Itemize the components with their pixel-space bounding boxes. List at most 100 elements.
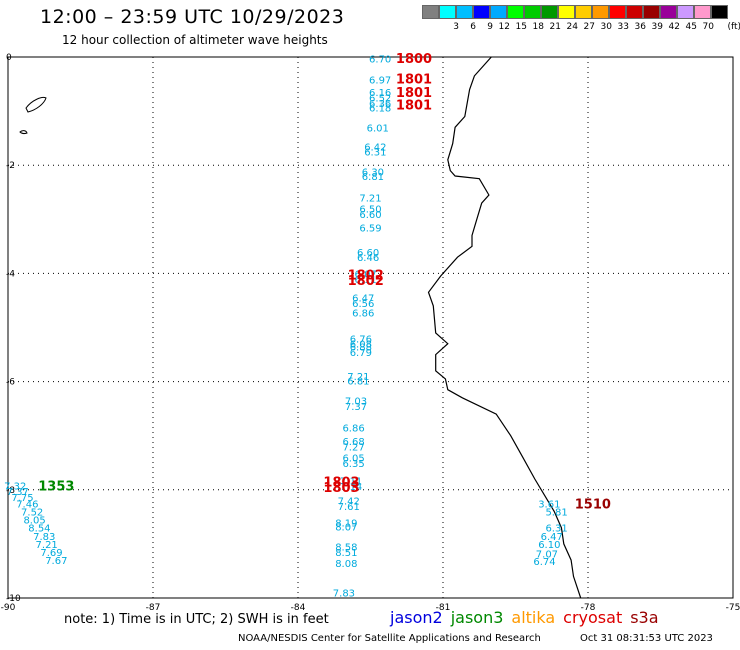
swh-value-label: 7.11 <box>340 477 362 488</box>
swh-value-label: 7.83 <box>333 589 355 600</box>
swh-value-label: 6.76 <box>350 334 372 345</box>
color-swatch: 30 <box>592 5 612 32</box>
swh-value-label: 6.46 <box>357 253 379 264</box>
color-swatch: 70 <box>694 5 714 32</box>
color-swatch: 15 <box>507 5 527 32</box>
swh-value-label: 5.81 <box>545 507 567 518</box>
pass-time-label: 1803 <box>323 481 359 496</box>
legend-jason2: jason2 <box>390 608 443 627</box>
swh-value-label: 8.08 <box>335 559 357 570</box>
color-scale-label: 42 <box>668 22 680 32</box>
swh-value-label: 6.52 <box>369 94 391 105</box>
color-scale-unit: (ft) <box>727 22 740 32</box>
swh-value-label: 7.52 <box>21 507 43 518</box>
swh-value-label: 7.69 <box>40 548 62 559</box>
color-swatch: 45 <box>677 5 697 32</box>
swh-value-label: 6.07 <box>355 269 377 280</box>
longitude-tick-label: -84 <box>291 603 306 613</box>
island-outline <box>25 97 47 113</box>
swh-value-label: 6.81 <box>347 377 369 388</box>
color-scale-label: 45 <box>685 22 697 32</box>
swh-value-label: 7.37 <box>345 402 367 413</box>
swh-value-label: 6.47 <box>352 294 374 305</box>
pass-time-label: 1801 <box>396 99 432 114</box>
color-scale-label: 12 <box>498 22 510 32</box>
swh-value-label: 7.21 <box>347 372 369 383</box>
satellite-legend: jason2 jason3 altika cryosat s3a <box>390 608 667 627</box>
longitude-tick-label: -81 <box>436 603 451 613</box>
color-swatch: 12 <box>490 5 510 32</box>
color-swatch: (ft) <box>711 5 740 32</box>
swh-value-label: 6.68 <box>342 437 364 448</box>
swh-value-label: 6.10 <box>538 540 560 551</box>
swh-value-label: 6.16 <box>369 88 391 99</box>
pass-time-label: 1801 <box>396 86 432 101</box>
swh-value-label: 6.56 <box>352 299 374 310</box>
swh-value-label: 6.47 <box>541 532 563 543</box>
latitude-tick-label: -10 <box>6 594 21 604</box>
swh-value-label: 7.21 <box>359 194 381 205</box>
color-scale-label: 27 <box>583 22 595 32</box>
color-swatch: 6 <box>456 5 476 32</box>
color-swatch: 21 <box>541 5 561 32</box>
swh-value-label: 6.86 <box>352 308 374 319</box>
color-scale-label: 21 <box>549 22 561 32</box>
swh-value-label: 6.97 <box>369 76 391 87</box>
map-title: 12:00 – 23:59 UTC 10/29/2023 <box>40 6 345 28</box>
color-scale-label: 24 <box>566 22 578 32</box>
color-swatch <box>422 5 439 19</box>
swh-value-label: 7.61 <box>338 502 360 513</box>
swh-value-label: 7.46 <box>16 499 38 510</box>
swh-value-label: 6.86 <box>342 424 364 435</box>
color-scale-label: 36 <box>634 22 646 32</box>
color-swatch: 27 <box>575 5 595 32</box>
pass-time-label: 1802 <box>348 274 384 289</box>
swh-value-label: 8.19 <box>335 518 357 529</box>
color-scale-label: 15 <box>515 22 527 32</box>
swh-value-label: 8.07 <box>335 523 357 534</box>
swh-value-label: 6.81 <box>362 172 384 183</box>
swh-value-label: 6.60 <box>359 210 381 221</box>
latitude-tick-label: 0 <box>6 53 12 63</box>
color-swatch: 36 <box>626 5 646 32</box>
swh-value-label: 7.67 <box>45 556 67 567</box>
legend-jason3: jason3 <box>450 608 504 627</box>
swh-value-label: 6.70 <box>369 55 391 66</box>
footnote: note: 1) Time is in UTC; 2) SWH is in fe… <box>64 612 329 627</box>
swh-value-label: 6.31 <box>364 148 386 159</box>
swh-value-label: 6.74 <box>533 557 555 568</box>
swh-value-label: 6.18 <box>369 103 391 114</box>
generation-timestamp: Oct 31 08:31:53 UTC 2023 <box>580 633 713 644</box>
legend-altika: altika <box>511 608 556 627</box>
swh-value-label: 7.07 <box>536 550 558 561</box>
swh-value-label: 7.32 <box>4 481 26 492</box>
swh-value-label: 6.11 <box>355 275 377 286</box>
color-scale: 3 6 9 12 15 18 21 24 27 30 33 36 39 42 45 70 (ft) <box>422 5 740 32</box>
color-swatch: 39 <box>643 5 663 32</box>
swh-value-label: 6.08 <box>350 340 372 351</box>
swh-value-label: 6.42 <box>364 142 386 153</box>
color-scale-label: 3 <box>453 22 459 32</box>
coastline <box>427 56 582 599</box>
legend-cryosat: cryosat <box>563 608 623 627</box>
swh-value-label: 7.14 <box>340 482 362 493</box>
legend-s3a: s3a <box>630 608 659 627</box>
pass-time-label: 1802 <box>348 268 384 283</box>
swh-value-label: 3.61 <box>538 499 560 510</box>
pass-time-label: 1803 <box>323 476 359 491</box>
longitude-tick-label: -87 <box>146 603 161 613</box>
swh-value-label: 6.60 <box>357 248 379 259</box>
swh-value-label: 7.42 <box>338 497 360 508</box>
pass-time-label: 1801 <box>396 73 432 88</box>
color-scale-label: 9 <box>487 22 493 32</box>
color-scale-label: 18 <box>532 22 544 32</box>
color-swatch: 18 <box>524 5 544 32</box>
color-scale-label: 39 <box>651 22 663 32</box>
latitude-tick-label: -2 <box>6 161 15 171</box>
swh-value-label: 6.35 <box>342 459 364 470</box>
pass-time-label: 1800 <box>396 52 432 67</box>
pass-time-label: 1510 <box>575 497 611 512</box>
color-scale-label: 30 <box>600 22 612 32</box>
swh-value-label: 6.05 <box>342 453 364 464</box>
